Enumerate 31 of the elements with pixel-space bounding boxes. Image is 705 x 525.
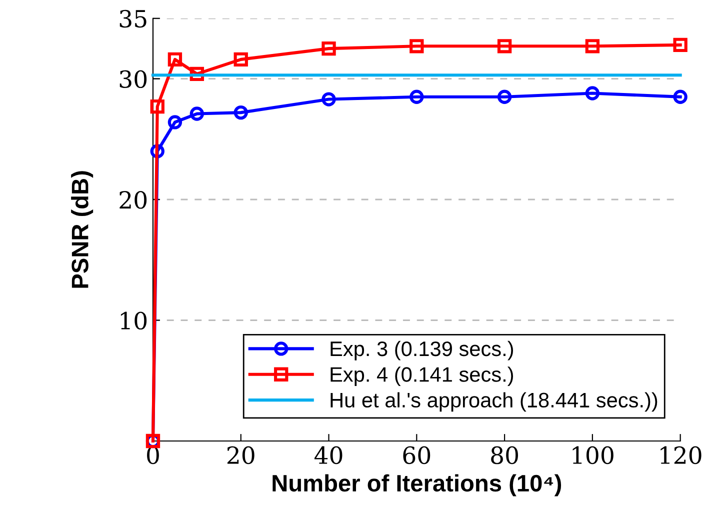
point xyxy=(673,90,688,104)
x-tick-label: 60 xyxy=(403,446,430,464)
x-axis-title: Number of Iterations (10⁴) xyxy=(272,474,562,496)
x-tick-label: 80 xyxy=(491,446,518,464)
point xyxy=(410,90,424,104)
y-tick-label: 30 xyxy=(120,70,147,88)
point xyxy=(322,41,336,56)
point xyxy=(150,99,164,114)
y-axis-title: PSNR (dB) xyxy=(71,171,94,288)
point xyxy=(322,92,336,106)
point xyxy=(497,39,512,54)
point xyxy=(585,39,600,54)
x-tick-label: 40 xyxy=(314,446,342,464)
x-tick-label: 100 xyxy=(572,446,614,464)
point xyxy=(497,90,512,104)
point xyxy=(168,115,182,130)
point xyxy=(190,106,204,121)
point xyxy=(585,86,600,100)
point xyxy=(673,38,688,52)
point xyxy=(168,52,182,67)
x-tick-label: 120 xyxy=(660,446,702,464)
legend-label: Exp. 4 (0.141 secs.) xyxy=(330,366,514,386)
point xyxy=(234,52,248,67)
x-tick-label: 20 xyxy=(227,446,254,464)
y-tick-label: 35 xyxy=(120,10,146,28)
point xyxy=(234,105,248,120)
legend-label: Hu et al.'s approach (18.441 secs.)) xyxy=(330,392,658,412)
y-tick-label: 20 xyxy=(120,190,147,209)
y-tick-label: 10 xyxy=(120,312,147,330)
legend-label: Exp. 3 (0.139 secs.) xyxy=(330,340,514,360)
point xyxy=(410,39,424,54)
